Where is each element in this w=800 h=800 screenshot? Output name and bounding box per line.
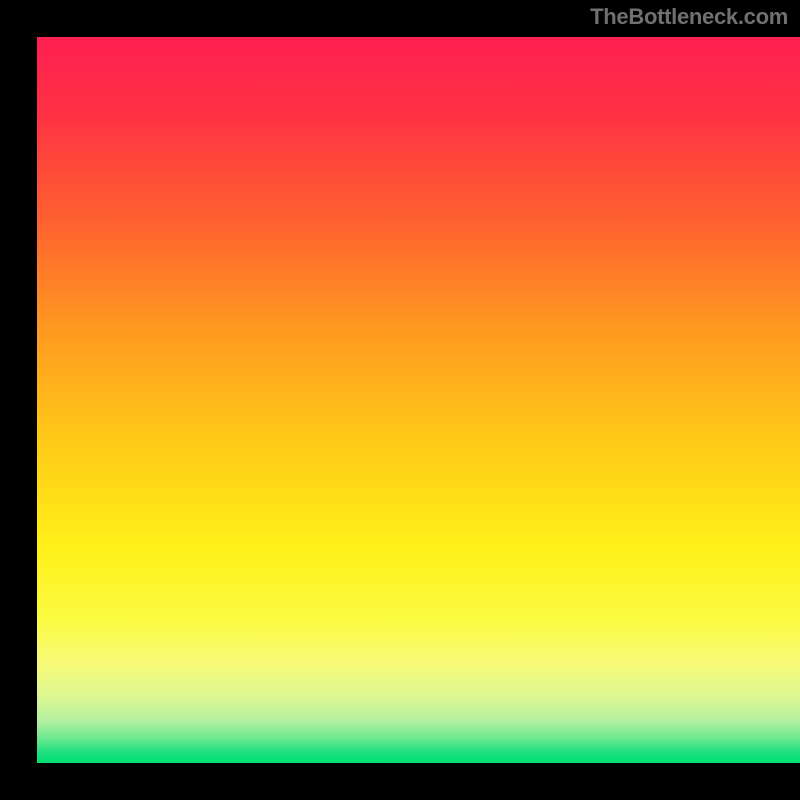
chart-container: TheBottleneck.com: [0, 0, 800, 800]
chart-svg: [0, 0, 800, 800]
watermark-text: TheBottleneck.com: [590, 4, 788, 30]
plot-background: [37, 37, 800, 763]
